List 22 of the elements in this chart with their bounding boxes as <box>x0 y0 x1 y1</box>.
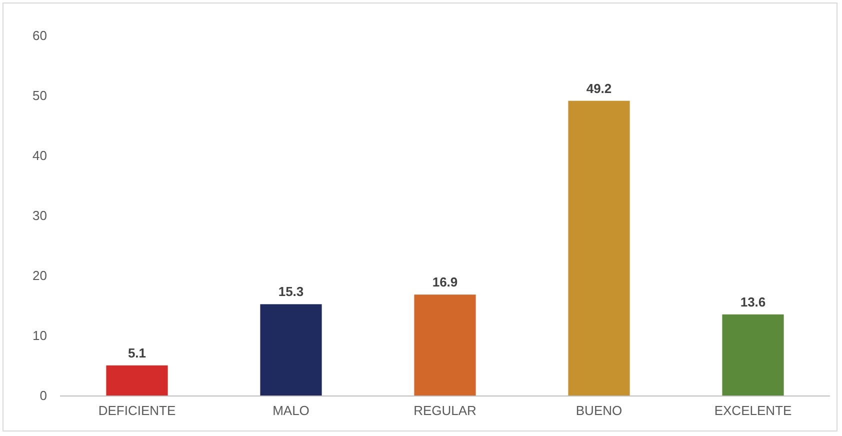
y-tick-label: 30 <box>32 208 47 224</box>
y-tick-label: 0 <box>40 388 47 404</box>
data-label: 16.9 <box>432 274 458 290</box>
bar <box>414 294 476 396</box>
y-tick-label: 50 <box>32 88 47 104</box>
y-tick-label: 20 <box>32 268 47 284</box>
y-tick-label: 60 <box>32 28 47 44</box>
bar <box>722 314 784 396</box>
data-label: 49.2 <box>586 80 612 96</box>
y-tick-label: 10 <box>32 328 47 344</box>
x-tick-label: DEFICIENTE <box>98 403 176 418</box>
x-tick-label: REGULAR <box>414 403 476 418</box>
x-tick-label: MALO <box>272 403 310 418</box>
bar <box>106 365 168 396</box>
x-tick-label: EXCELENTE <box>714 403 792 418</box>
y-tick-label: 40 <box>32 148 47 164</box>
bar <box>260 304 322 396</box>
bar <box>568 100 630 396</box>
x-tick-label: BUENO <box>576 403 622 418</box>
data-label: 13.6 <box>740 294 766 310</box>
data-label: 5.1 <box>128 345 146 360</box>
data-label: 15.3 <box>278 284 304 300</box>
